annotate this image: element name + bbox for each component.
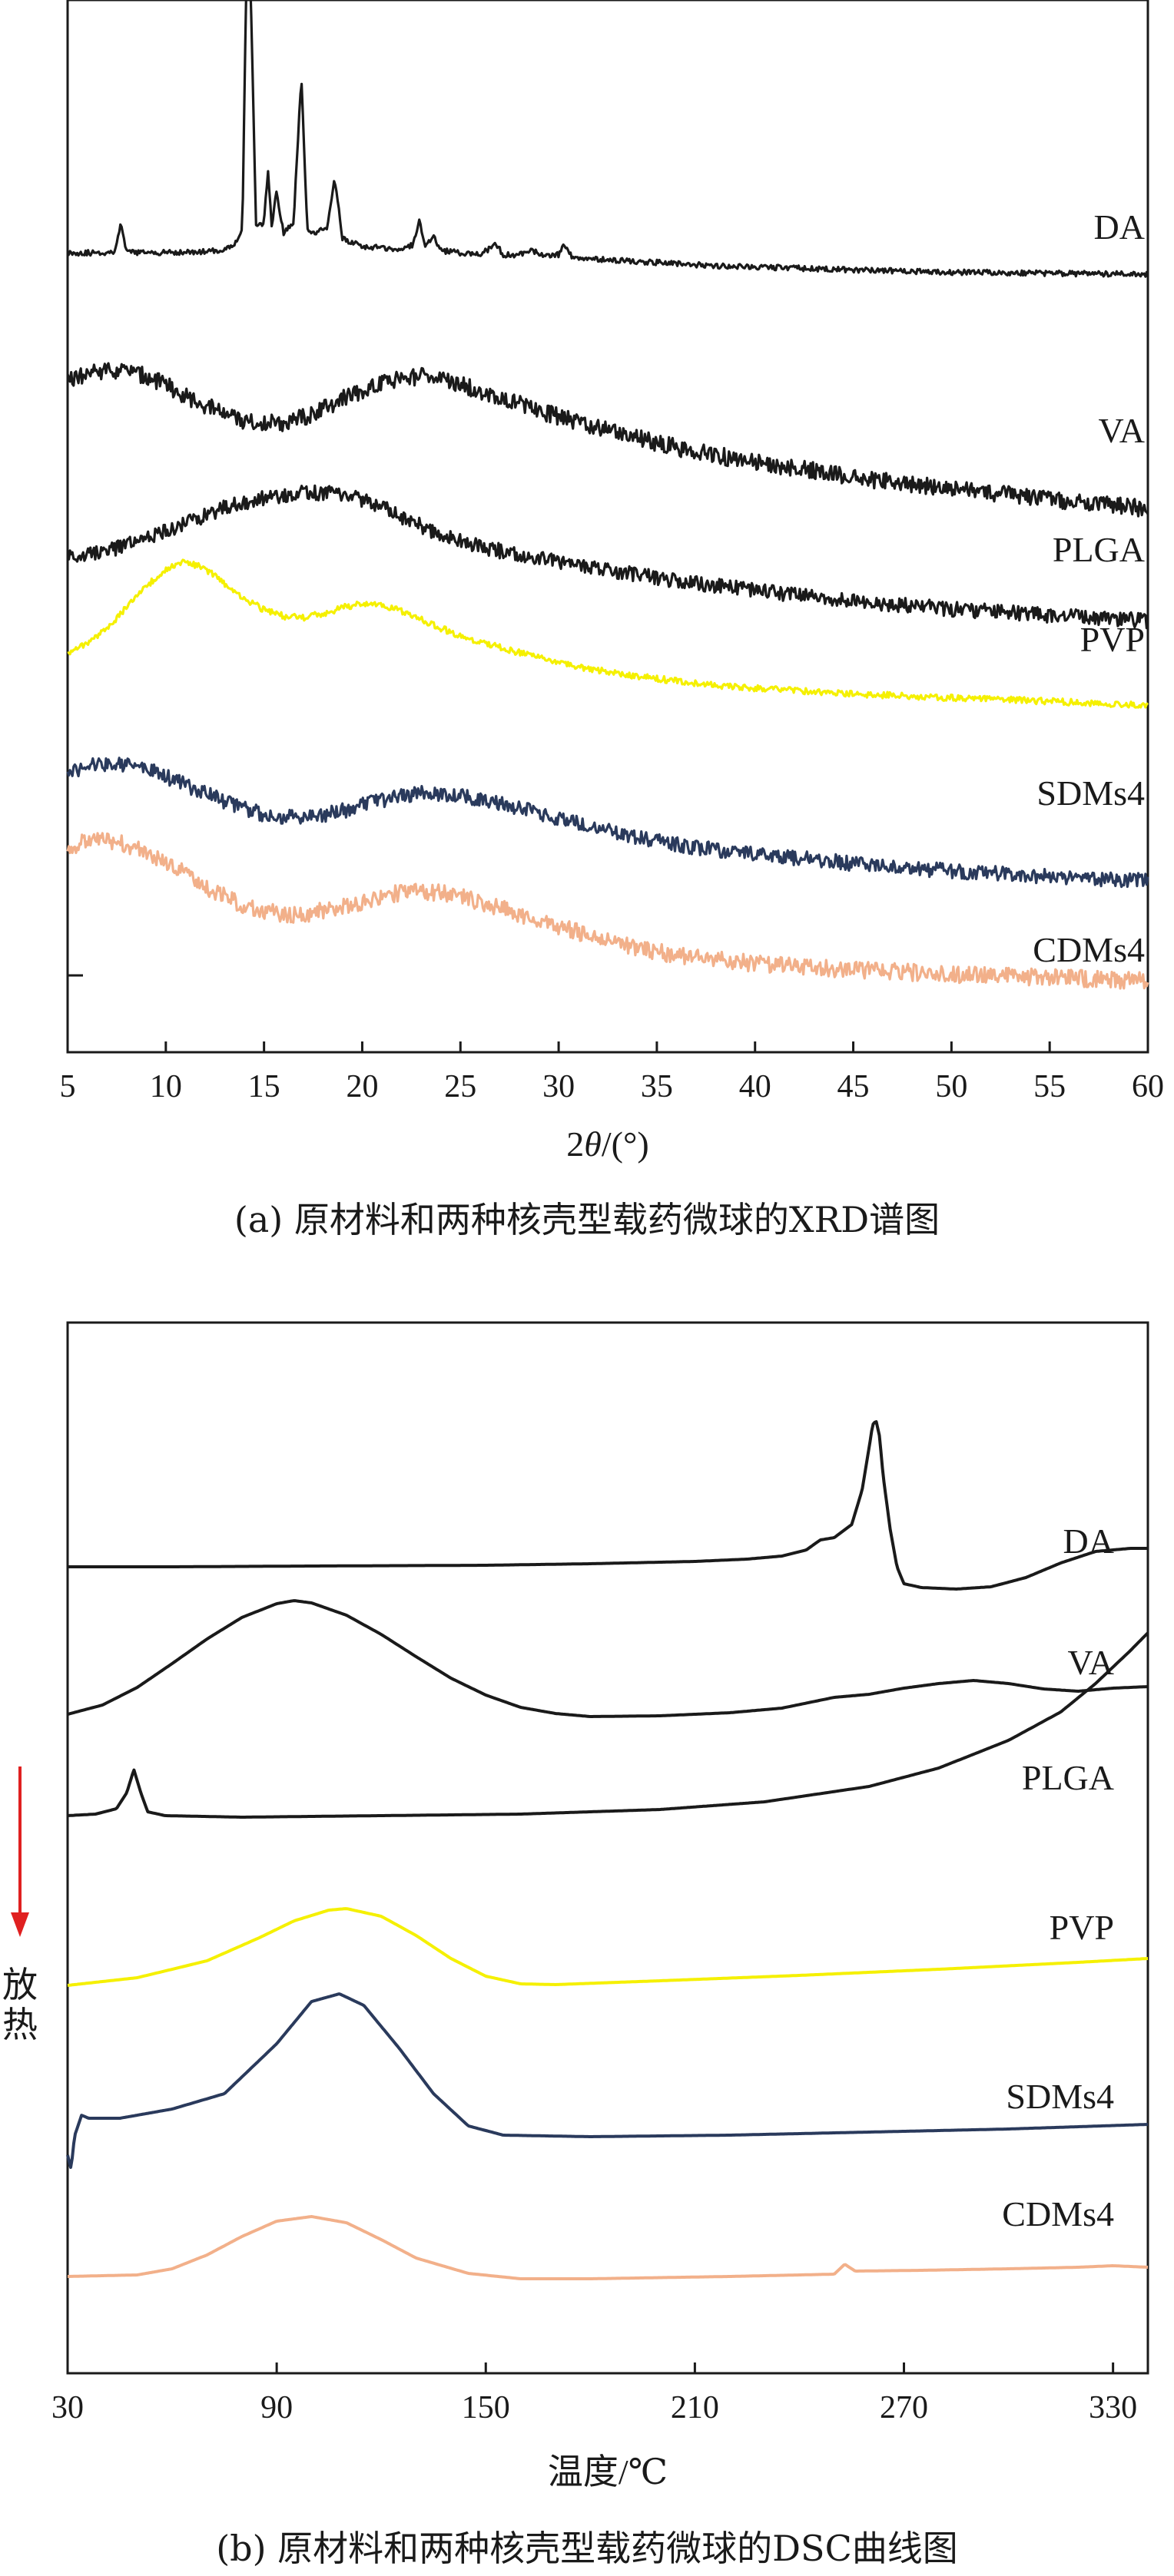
dsc-series-pvp <box>67 1907 1149 1987</box>
xrd-series-label-pvp: PVP <box>1080 620 1145 659</box>
xrd-series-label-cdms4: CDMs4 <box>1033 930 1145 969</box>
xrd-x-label-theta: θ <box>584 1124 602 1164</box>
xrd-x-tick-label: 15 <box>248 1069 280 1104</box>
dsc-caption: (b) 原材料和两种核壳型载药微球的DSC曲线图 <box>216 2528 958 2569</box>
dsc-series-label-cdms4: CDMs4 <box>1002 2194 1114 2233</box>
xrd-x-tick-label: 25 <box>444 1069 476 1104</box>
xrd-x-tick-label: 55 <box>1033 1069 1066 1104</box>
xrd-series-label-plga: PLGA <box>1053 530 1145 569</box>
dsc-series-label-plga: PLGA <box>1022 1758 1114 1797</box>
xrd-x-tick-label: 30 <box>542 1069 575 1104</box>
xrd-series-plga <box>66 484 1149 630</box>
exotherm-label-char: 放 <box>2 1965 38 2005</box>
xrd-series-labels: DA VA PLGA PVP SDMs4 CDMs4 <box>1033 207 1145 969</box>
xrd-x-label-part-1: 2 <box>566 1124 584 1164</box>
dsc-series-group <box>66 1420 1149 2280</box>
xrd-x-axis: 5 10 15 20 25 30 35 40 45 50 55 60 <box>60 1041 1164 1104</box>
xrd-x-tick-label: 10 <box>150 1069 182 1104</box>
dsc-x-tick-label: 330 <box>1089 2390 1137 2425</box>
xrd-x-tick-label: 35 <box>641 1069 673 1104</box>
xrd-x-tick-label: 5 <box>60 1069 76 1104</box>
xrd-series-da <box>67 0 1149 278</box>
xrd-x-tick-label: 40 <box>739 1069 771 1104</box>
dsc-series-label-da: DA <box>1063 1521 1114 1561</box>
xrd-x-tick-label: 50 <box>935 1069 967 1104</box>
xrd-series-va <box>66 362 1149 518</box>
dsc-x-tick-label: 30 <box>51 2390 84 2425</box>
dsc-series-labels: DA VA PLGA PVP SDMs4 CDMs4 <box>1002 1521 1114 2233</box>
exotherm-label: 放热 <box>2 1965 38 2045</box>
xrd-x-label-part-3: /(°) <box>602 1124 649 1164</box>
xrd-series-cdms4 <box>66 832 1149 990</box>
dsc-x-tick-label: 90 <box>260 2390 293 2425</box>
dsc-x-axis: 30 90 150 210 270 330 <box>51 2362 1137 2425</box>
dsc-x-tick-label: 150 <box>462 2390 510 2425</box>
xrd-series-label-va: VA <box>1098 411 1145 450</box>
dsc-series-plga <box>67 1631 1149 1819</box>
xrd-x-tick-label: 60 <box>1132 1069 1164 1104</box>
dsc-x-axis-label: 温度/℃ <box>548 2452 668 2492</box>
xrd-series-sdms4 <box>66 757 1149 889</box>
dsc-chart: DA VA PLGA PVP SDMs4 CDMs4 30 90 150 210 270 330 放… <box>2 1321 1149 2569</box>
exotherm-label-char: 热 <box>2 2005 38 2045</box>
dsc-x-tick-label: 210 <box>671 2390 719 2425</box>
xrd-x-axis-label: 2θ/(°) <box>566 1124 648 1164</box>
dsc-series-label-pvp: PVP <box>1050 1908 1114 1947</box>
dsc-series-va <box>67 1599 1149 1718</box>
dsc-plot-frame <box>66 1321 1149 2375</box>
dsc-series-label-va: VA <box>1067 1643 1114 1682</box>
xrd-x-tick-label: 45 <box>837 1069 870 1104</box>
xrd-series-group <box>66 0 1149 990</box>
dsc-series-label-sdms4: SDMs4 <box>1006 2077 1114 2116</box>
dsc-series-sdms4 <box>66 1992 1149 2169</box>
exotherm-arrowhead <box>11 1912 29 1937</box>
dsc-series-da <box>68 1420 1148 1591</box>
xrd-series-pvp <box>67 558 1149 709</box>
dsc-x-tick-label: 270 <box>880 2390 928 2425</box>
xrd-series-label-da: DA <box>1094 207 1145 247</box>
xrd-plot-frame <box>66 0 1149 1054</box>
dsc-series-cdms4 <box>68 2215 1149 2280</box>
xrd-x-tick-label: 20 <box>346 1069 378 1104</box>
xrd-caption: (a) 原材料和两种核壳型载药微球的XRD谱图 <box>234 1199 940 1240</box>
xrd-series-label-sdms4: SDMs4 <box>1036 773 1145 813</box>
